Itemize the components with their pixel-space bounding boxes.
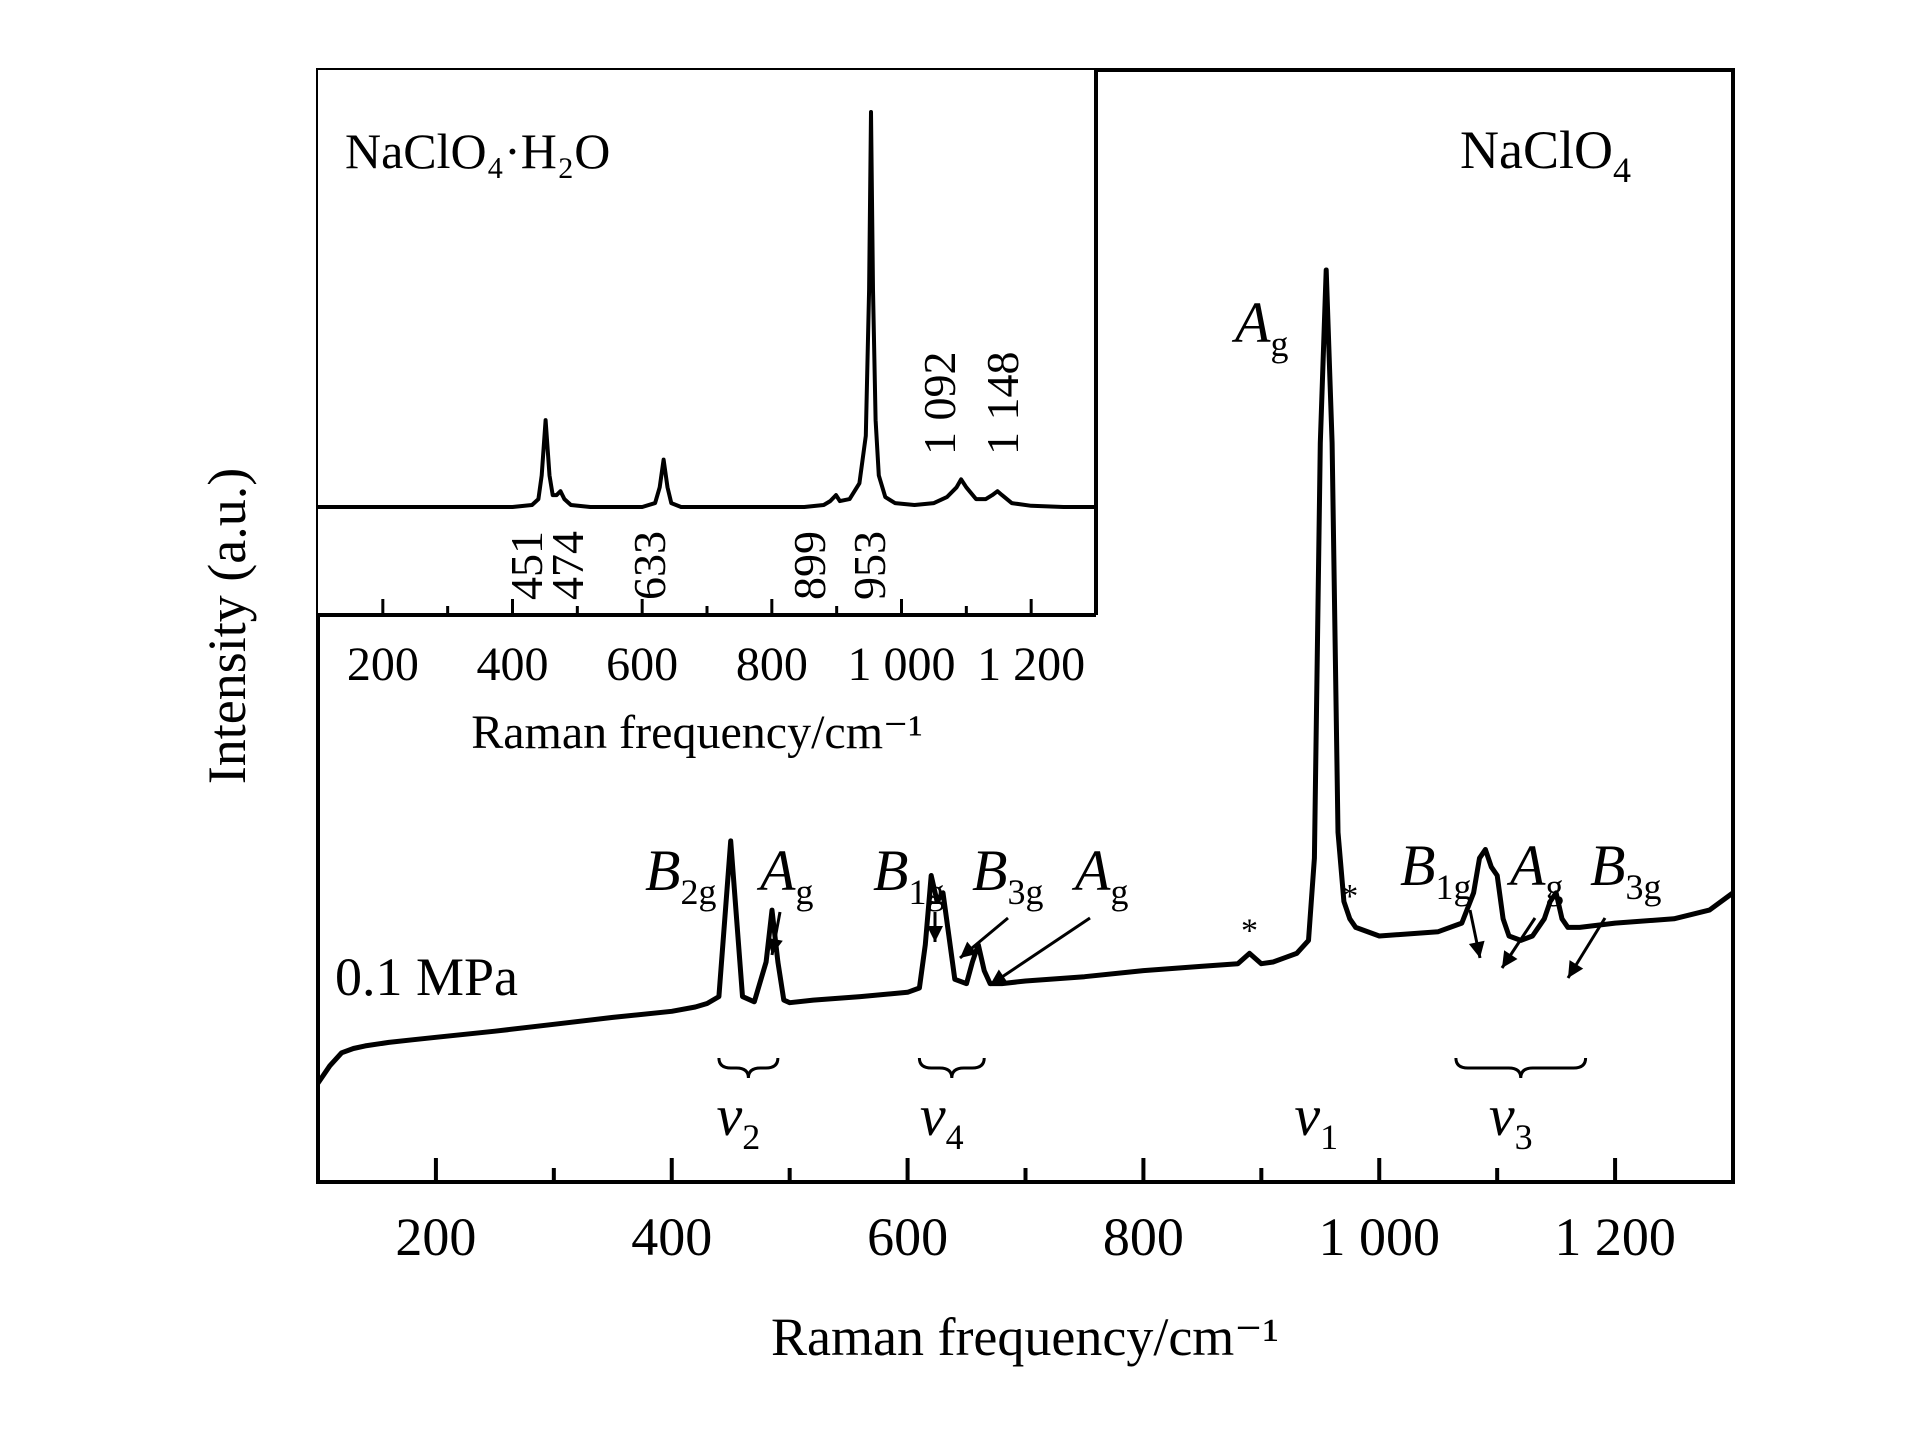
main-spectrum-line [315,267,1735,1085]
main-x-tick-label: 800 [1103,1207,1184,1267]
band-brace [1454,1057,1588,1079]
main-sample-label: NaClO4 [1460,120,1631,190]
inset-peak-label: 474 [542,531,593,600]
peak-symmetry-label: B2g [645,838,716,912]
band-label: ν1 [1294,1083,1338,1157]
main-x-tick-label: 400 [631,1207,712,1267]
main-x-tick-label: 200 [395,1207,476,1267]
peak-symmetry-base: A [1231,290,1271,355]
main-sample-label-base: NaClO [1460,120,1613,180]
peak-symmetry-label: Ag [756,838,813,912]
peak-symmetry-base: B [1400,833,1435,898]
band-label-base: ν [1294,1083,1320,1148]
main-x-tick-label: 1 200 [1554,1207,1676,1267]
band-brace [917,1057,986,1079]
peak-symmetry-base: A [1071,838,1111,903]
peak-arrow-head [1568,960,1584,978]
inset-x-tick-label: 400 [477,638,549,691]
inset-x-tick-label: 1 200 [977,638,1085,691]
band-label-sub: 1 [1320,1117,1338,1157]
peak-arrow-head [1502,950,1518,968]
peak-symmetry-sub: 1g [908,872,944,912]
peak-symmetry-sub: g [1110,872,1128,912]
inset-peak-label: 451 [501,531,552,600]
inset-x-tick-label: 600 [606,638,678,691]
band-label-sub: 3 [1515,1117,1533,1157]
pressure-label: 0.1 MPa [335,947,518,1007]
inset-x-tick-label: 1 000 [848,638,956,691]
peak-symmetry-label: Ag [1231,290,1288,364]
inset-plot-background [318,70,1096,615]
inset-x-tick-label: 200 [347,638,419,691]
peak-symmetry-sub: g [1545,867,1563,907]
peak-symmetry-label: B3g [972,838,1043,912]
main-x-ticks [433,1158,1618,1182]
main-x-tick-label: 1 000 [1319,1207,1441,1267]
peak-symmetry-base: B [873,838,908,903]
band-brace [717,1057,780,1079]
peak-arrow-head [990,969,1008,985]
peak-arrow-head [927,926,943,942]
band-label-sub: 4 [946,1117,964,1157]
peak-symmetry-label: Ag [1506,833,1563,907]
peak-symmetry-base: B [645,838,680,903]
peak-arrow [989,916,1091,987]
peak-symmetry-sub: g [795,872,813,912]
band-label-base: ν [920,1083,946,1148]
peak-symmetry-base: A [756,838,796,903]
inset-peak-label: 633 [624,531,675,600]
main-x-tick-label: 600 [867,1207,948,1267]
main-x-tick-labels: 200 400 600 800 1 000 1 200 [395,1207,1675,1267]
main-sample-label-sub: 4 [1613,150,1631,190]
peak-arrow-head [1468,940,1485,958]
impurity-star: * [1241,912,1258,949]
peak-symmetry-base: B [972,838,1007,903]
peak-symmetry-sub: 3g [1007,872,1043,912]
peak-symmetry-base: A [1506,833,1546,898]
main-band-groups: ν2 ν4 ν1 ν3 [717,1057,1588,1157]
inset-x-tick-labels: 200 400 600 800 1 000 1 200 [347,638,1085,691]
peak-symmetry-base: B [1590,833,1625,898]
main-plot: 200 400 600 800 1 000 1 200 B2g Ag B1g B3g AgAgB1… [197,68,1735,1367]
band-label-base: ν [1489,1083,1515,1148]
impurity-star: * [1341,878,1358,915]
peak-symmetry-sub: 1g [1435,867,1471,907]
peak-symmetry-label: B1g [873,838,944,912]
main-impurity-marks: ** [1241,878,1358,950]
band-label: ν3 [1489,1083,1533,1157]
inset-x-axis-label: Raman frequency/cm⁻¹ [471,706,923,759]
peak-symmetry-label: B1g [1400,833,1471,907]
inset-x-ticks [381,599,1033,615]
peak-symmetry-sub: 3g [1625,867,1661,907]
inset-peak-label: 899 [784,531,835,600]
inset-peak-label: 1 148 [977,352,1028,456]
peak-symmetry-label: Ag [1071,838,1128,912]
peak-arrow-head [767,937,783,955]
main-x-axis-label: Raman frequency/cm⁻¹ [771,1307,1279,1367]
inset-peak-label: 1 092 [914,352,965,456]
band-label: ν2 [717,1083,761,1157]
band-label-sub: 2 [742,1117,760,1157]
peak-symmetry-label: B3g [1590,833,1661,907]
band-label: ν4 [920,1083,964,1157]
inset-spectrum-line [318,110,1096,509]
peak-symmetry-sub: 2g [680,872,716,912]
inset-sample-label: NaClO₄·H₂O [345,123,610,179]
peak-arrow-head [960,941,978,958]
peak-symmetry-sub: g [1270,324,1288,364]
band-label-base: ν [717,1083,743,1148]
main-y-axis-label: Intensity (a.u.) [197,468,257,784]
inset-peak-label: 953 [844,531,895,600]
inset-x-tick-label: 800 [736,638,808,691]
